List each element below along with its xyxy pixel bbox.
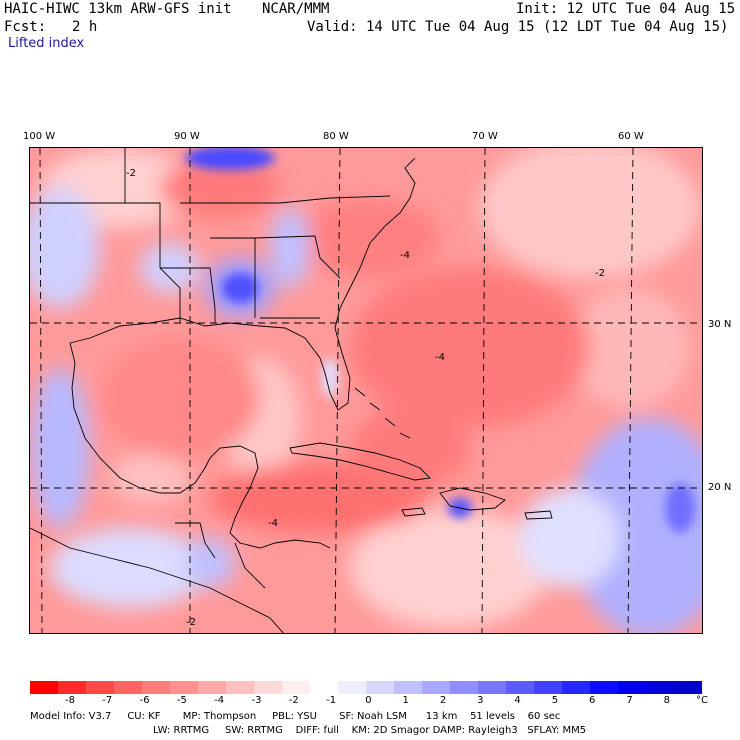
colorbar-swatch bbox=[394, 681, 422, 694]
lifted-index-map bbox=[29, 147, 703, 634]
model-info-line1: Model Info: V3.7 CU: KF MP: Thompson PBL… bbox=[30, 711, 561, 722]
fcst-label: Fcst: bbox=[4, 19, 47, 35]
colorbar-tick-label: 0 bbox=[365, 695, 372, 706]
colorbar-swatch bbox=[58, 681, 86, 694]
contour-label: -2 bbox=[126, 168, 136, 179]
colorbar-swatch bbox=[646, 681, 674, 694]
colorbar-tick-label: 6 bbox=[589, 695, 596, 706]
colorbar-swatch bbox=[198, 681, 226, 694]
model-title: HAIC-HIWC 13km ARW-GFS init bbox=[4, 1, 232, 17]
colorbar-swatch bbox=[86, 681, 114, 694]
colorbar-tick-label: -2 bbox=[288, 695, 299, 706]
colorbar-swatch bbox=[534, 681, 562, 694]
shading-field bbox=[30, 148, 702, 633]
lon-label-70w: 70 W bbox=[472, 131, 498, 142]
colorbar-swatch bbox=[590, 681, 618, 694]
colorbar-swatch bbox=[450, 681, 478, 694]
colorbar-tick-label: 3 bbox=[477, 695, 484, 706]
colorbar-tick-label: 8 bbox=[663, 695, 670, 706]
field-name: Lifted index bbox=[8, 36, 85, 51]
valid-time: Valid: 14 UTC Tue 04 Aug 15 (12 LDT Tue … bbox=[307, 19, 729, 35]
lon-label-90w: 90 W bbox=[174, 131, 200, 142]
contour-label: -2 bbox=[186, 617, 196, 628]
colorbar-tick-label: -6 bbox=[139, 695, 150, 706]
contour-label: -4 bbox=[435, 352, 445, 363]
lon-label-60w: 60 W bbox=[618, 131, 644, 142]
colorbar-swatch bbox=[282, 681, 310, 694]
colorbar-tick-label: 7 bbox=[626, 695, 633, 706]
contour-label: -4 bbox=[268, 518, 278, 529]
lat-label-20n: 20 N bbox=[708, 482, 732, 493]
colorbar bbox=[30, 681, 702, 694]
colorbar-swatch bbox=[562, 681, 590, 694]
colorbar-swatch bbox=[170, 681, 198, 694]
org-label: NCAR/MMM bbox=[262, 1, 330, 17]
colorbar-swatch bbox=[674, 681, 702, 694]
contour-label: -4 bbox=[400, 250, 410, 261]
colorbar-swatch bbox=[618, 681, 646, 694]
colorbar-swatch bbox=[226, 681, 254, 694]
colorbar-tick-label: 2 bbox=[439, 695, 447, 706]
contour-label: -2 bbox=[595, 268, 605, 279]
colorbar-swatch bbox=[310, 681, 338, 694]
colorbar-swatch bbox=[254, 681, 282, 694]
colorbar-tick-label: -7 bbox=[102, 695, 113, 706]
shading-detail bbox=[185, 148, 695, 533]
colorbar-swatch bbox=[478, 681, 506, 694]
init-time: Init: 12 UTC Tue 04 Aug 15 bbox=[516, 1, 736, 17]
colorbar-tick-label: -4 bbox=[214, 695, 225, 706]
model-info-line2: LW: RRTMG SW: RRTMG DIFF: full KM: 2D Sm… bbox=[153, 725, 587, 736]
lon-label-80w: 80 W bbox=[323, 131, 349, 142]
colorbar-tick-label: -8 bbox=[65, 695, 75, 706]
lat-lon-grid bbox=[30, 148, 702, 633]
colorbar-tick-label: -1 bbox=[326, 695, 337, 706]
coastlines bbox=[30, 148, 553, 633]
colorbar-tick-label: -5 bbox=[176, 695, 187, 706]
colorbar-swatch bbox=[338, 681, 366, 694]
colorbar-tick-label: 5 bbox=[551, 695, 559, 706]
colorbar-swatch bbox=[422, 681, 450, 694]
fcst-value: 2 h bbox=[72, 19, 98, 35]
colorbar-swatch bbox=[366, 681, 394, 694]
colorbar-swatch bbox=[142, 681, 170, 694]
colorbar-swatch bbox=[506, 681, 534, 694]
colorbar-swatch bbox=[30, 681, 58, 694]
lon-label-100w: 100 W bbox=[23, 131, 56, 142]
colorbar-tick-label: 1 bbox=[402, 695, 409, 706]
colorbar-tick-label: 4 bbox=[514, 695, 521, 706]
colorbar-tick-label: -3 bbox=[251, 695, 262, 706]
colorbar-unit: °C bbox=[696, 695, 708, 706]
colorbar-swatch bbox=[114, 681, 142, 694]
lat-label-30n: 30 N bbox=[708, 319, 732, 330]
